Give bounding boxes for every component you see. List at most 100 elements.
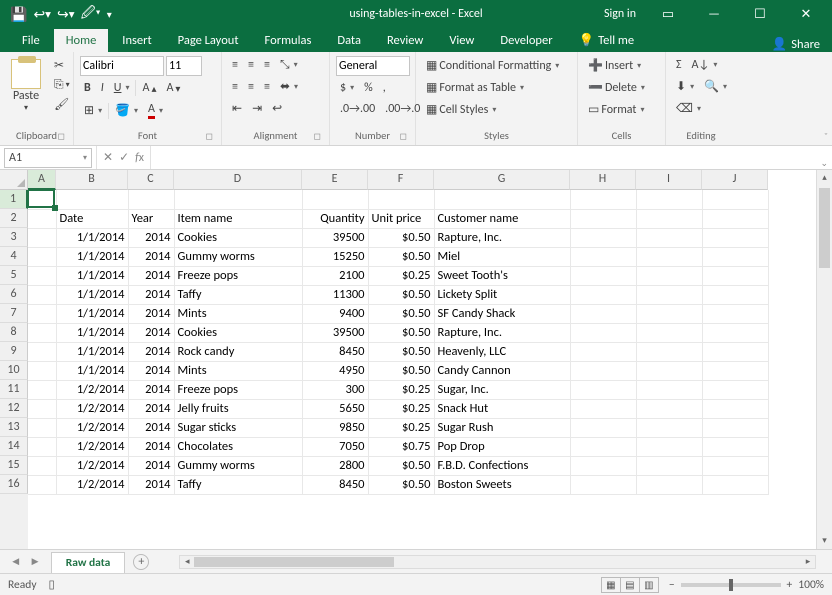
cell[interactable]: Gummy worms bbox=[174, 247, 302, 266]
cell[interactable] bbox=[28, 437, 56, 456]
cell[interactable]: 2014 bbox=[128, 342, 174, 361]
undo-icon[interactable]: ↩▾ bbox=[33, 6, 51, 23]
cell[interactable]: 2014 bbox=[128, 247, 174, 266]
fx-icon[interactable]: fx bbox=[135, 151, 144, 165]
sort-filter-button[interactable]: A↓ bbox=[688, 56, 722, 74]
cell[interactable] bbox=[636, 437, 702, 456]
cell[interactable]: $0.50 bbox=[368, 304, 434, 323]
cell[interactable]: $0.50 bbox=[368, 342, 434, 361]
row-header-12[interactable]: 12 bbox=[0, 399, 28, 418]
find-select-button[interactable]: 🔍 bbox=[700, 77, 731, 96]
cell[interactable]: Sugar sticks bbox=[174, 418, 302, 437]
cell[interactable] bbox=[702, 475, 768, 494]
column-header-J[interactable]: J bbox=[702, 170, 768, 190]
cell[interactable] bbox=[636, 209, 702, 228]
cell[interactable] bbox=[702, 323, 768, 342]
cell[interactable] bbox=[636, 285, 702, 304]
vertical-scrollbar[interactable]: ▴ ▾ bbox=[816, 170, 832, 549]
cell[interactable]: Chocolates bbox=[174, 437, 302, 456]
cell[interactable] bbox=[702, 190, 768, 209]
cell[interactable] bbox=[636, 475, 702, 494]
align-bottom-button[interactable]: ≡ bbox=[260, 56, 274, 74]
cell[interactable] bbox=[28, 399, 56, 418]
zoom-out-button[interactable]: − bbox=[669, 578, 675, 592]
cell[interactable]: Taffy bbox=[174, 285, 302, 304]
cell[interactable] bbox=[28, 285, 56, 304]
scroll-left-icon[interactable]: ◂ bbox=[180, 556, 194, 568]
cell[interactable]: $0.50 bbox=[368, 475, 434, 494]
macro-record-icon[interactable]: ▯ bbox=[49, 577, 55, 592]
cell[interactable]: Customer name bbox=[434, 209, 570, 228]
cell[interactable]: Freeze pops bbox=[174, 266, 302, 285]
row-headers[interactable]: 12345678910111213141516 bbox=[0, 190, 28, 549]
cell[interactable] bbox=[636, 418, 702, 437]
cell[interactable] bbox=[570, 285, 636, 304]
cell[interactable] bbox=[28, 475, 56, 494]
cell[interactable] bbox=[702, 361, 768, 380]
cell[interactable]: $0.50 bbox=[368, 456, 434, 475]
cell[interactable] bbox=[570, 323, 636, 342]
cell[interactable]: $0.50 bbox=[368, 247, 434, 266]
cell[interactable] bbox=[702, 437, 768, 456]
column-header-F[interactable]: F bbox=[368, 170, 434, 190]
cell[interactable]: 5650 bbox=[302, 399, 368, 418]
tab-developer[interactable]: Developer bbox=[488, 29, 564, 52]
collapse-ribbon-icon[interactable]: ˇ bbox=[824, 130, 828, 143]
share-button[interactable]: 👤Share bbox=[772, 37, 832, 52]
cell[interactable] bbox=[570, 266, 636, 285]
cell[interactable]: 1/2/2014 bbox=[56, 475, 128, 494]
normal-view-button[interactable]: ▦ bbox=[601, 577, 621, 593]
qat-custom-icon[interactable]: 🖉▾ bbox=[81, 2, 101, 26]
font-launcher-icon[interactable]: ◻ bbox=[206, 131, 213, 142]
cell[interactable]: 8450 bbox=[302, 342, 368, 361]
tab-page-layout[interactable]: Page Layout bbox=[166, 29, 251, 52]
cell[interactable]: $0.50 bbox=[368, 361, 434, 380]
bold-button[interactable]: B bbox=[80, 79, 95, 97]
cell[interactable] bbox=[636, 342, 702, 361]
cell[interactable]: 2014 bbox=[128, 475, 174, 494]
cell[interactable] bbox=[570, 247, 636, 266]
scroll-right-icon[interactable]: ▸ bbox=[801, 556, 815, 568]
cell[interactable]: 1/1/2014 bbox=[56, 266, 128, 285]
name-box[interactable]: A1▾ bbox=[4, 148, 92, 168]
cell[interactable]: 2800 bbox=[302, 456, 368, 475]
align-top-button[interactable]: ≡ bbox=[228, 56, 242, 74]
row-header-7[interactable]: 7 bbox=[0, 304, 28, 323]
cell[interactable]: 2100 bbox=[302, 266, 368, 285]
cell[interactable]: 7050 bbox=[302, 437, 368, 456]
cut-button[interactable]: ✂ bbox=[50, 56, 74, 75]
cell[interactable] bbox=[570, 437, 636, 456]
row-header-14[interactable]: 14 bbox=[0, 437, 28, 456]
copy-button[interactable]: ⎘▾ bbox=[50, 76, 74, 94]
close-button[interactable]: ✕ bbox=[784, 0, 828, 28]
column-header-G[interactable]: G bbox=[434, 170, 570, 190]
cell[interactable]: Gummy worms bbox=[174, 456, 302, 475]
cell[interactable]: Jelly fruits bbox=[174, 399, 302, 418]
decrease-indent-button[interactable]: ⇤ bbox=[228, 99, 246, 118]
tab-view[interactable]: View bbox=[437, 29, 486, 52]
page-break-view-button[interactable]: ▥ bbox=[639, 577, 659, 593]
cell[interactable]: 39500 bbox=[302, 228, 368, 247]
cell[interactable]: $0.50 bbox=[368, 285, 434, 304]
row-header-6[interactable]: 6 bbox=[0, 285, 28, 304]
cell[interactable] bbox=[702, 228, 768, 247]
expand-formula-icon[interactable]: ⌄ bbox=[820, 158, 828, 169]
cell[interactable]: 2014 bbox=[128, 228, 174, 247]
cell[interactable] bbox=[636, 247, 702, 266]
cell[interactable]: Sweet Tooth's bbox=[434, 266, 570, 285]
cells-table[interactable]: DateYearItem nameQuantityUnit priceCusto… bbox=[28, 190, 769, 495]
cell[interactable]: Freeze pops bbox=[174, 380, 302, 399]
cell[interactable] bbox=[28, 418, 56, 437]
cell[interactable]: Year bbox=[128, 209, 174, 228]
format-cells-button[interactable]: ▭ Format bbox=[584, 100, 648, 119]
borders-button[interactable]: ⊞ bbox=[80, 101, 106, 120]
cell[interactable]: Mints bbox=[174, 304, 302, 323]
cell[interactable]: Pop Drop bbox=[434, 437, 570, 456]
scroll-down-icon[interactable]: ▾ bbox=[817, 533, 832, 549]
cell[interactable]: 1/2/2014 bbox=[56, 380, 128, 399]
cell[interactable] bbox=[28, 456, 56, 475]
delete-cells-button[interactable]: ➖ Delete bbox=[584, 78, 649, 97]
alignment-launcher-icon[interactable]: ◻ bbox=[314, 131, 321, 142]
enter-formula-icon[interactable]: ✓ bbox=[119, 150, 129, 165]
comma-button[interactable]: , bbox=[379, 79, 390, 97]
